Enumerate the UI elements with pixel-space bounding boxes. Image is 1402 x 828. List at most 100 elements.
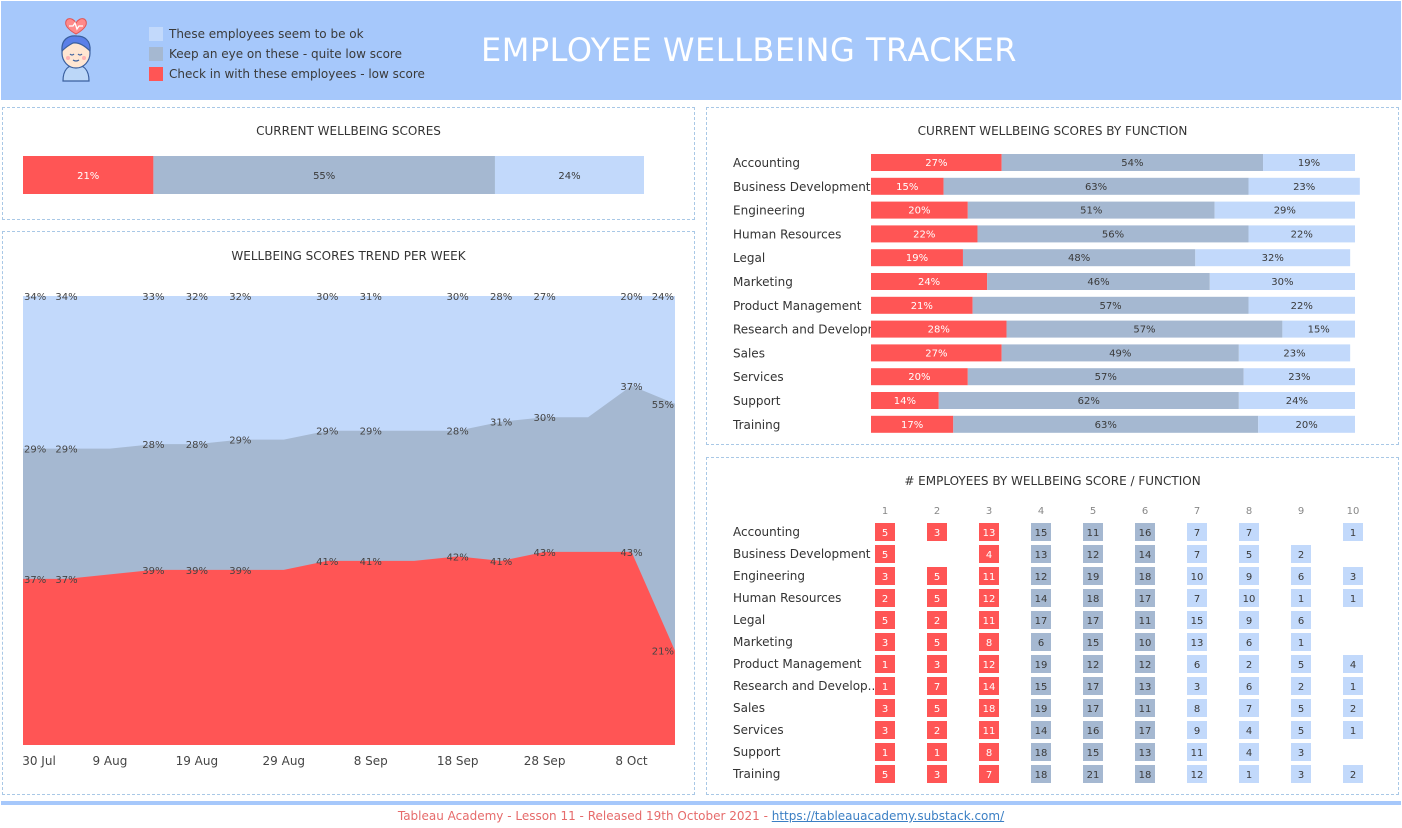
counts-cell-value: 17: [1087, 616, 1100, 627]
counts-cell-value: 14: [1035, 594, 1048, 605]
counts-cell: [1239, 721, 1259, 739]
counts-column-header: 3: [986, 506, 992, 517]
current-bar-ok: [494, 156, 644, 194]
counts-row-label-support: Support: [733, 745, 781, 759]
counts-cell-value: 6: [1194, 660, 1200, 671]
by-function-chart: Accounting 27% 54% 19% Business Development 1…: [732, 154, 1360, 433]
counts-cell-value: 3: [934, 770, 940, 781]
counts-cell-value: 15: [1035, 682, 1048, 693]
footer-text: Tableau Academy - Lesson 11 - Released 1…: [397, 809, 772, 823]
counts-cell: [1135, 655, 1155, 673]
counts-cell: [1291, 589, 1311, 607]
counts-cell: [1031, 677, 1051, 695]
function-bar-label-low: 27%: [925, 158, 947, 169]
counts-cell-value: 11: [983, 572, 996, 583]
function-bar-ok: [1209, 273, 1355, 290]
trend-label-watch: 31%: [490, 418, 512, 429]
counts-cell: [1135, 611, 1155, 629]
function-bar-label-low: 28%: [928, 325, 950, 336]
counts-cell: [1135, 765, 1155, 783]
function-bar-label-watch: 57%: [1133, 325, 1155, 336]
counts-cell: [875, 655, 895, 673]
counts-cell-value: 1: [1350, 726, 1356, 737]
function-bar-ok: [1248, 177, 1360, 195]
counts-cell-value: 5: [934, 704, 940, 715]
legend-swatch-low: [149, 67, 163, 81]
counts-cell: [1291, 699, 1311, 717]
function-bar-label-ok: 22%: [1291, 301, 1313, 312]
function-bar-label-watch: 46%: [1087, 277, 1109, 288]
counts-cell: [979, 699, 999, 717]
counts-cell-value: 15: [1087, 748, 1100, 759]
counts-cell: [927, 523, 947, 541]
trend-x-tick: 30 Jul: [22, 754, 56, 768]
counts-cell: [1187, 721, 1207, 739]
counts-cell-value: 1: [882, 682, 888, 693]
counts-cell: [1291, 721, 1311, 739]
counts-cell: [875, 743, 895, 761]
function-label-business-development: Business Development: [733, 180, 871, 194]
counts-cell-value: 18: [1139, 770, 1152, 781]
counts-column-header: 1: [882, 506, 888, 517]
trend-x-tick: 9 Aug: [92, 754, 127, 768]
counts-cell-value: 9: [1246, 616, 1252, 627]
counts-cell-value: 14: [983, 682, 996, 693]
counts-cell-value: 5: [1246, 550, 1252, 561]
counts-cell: [1187, 699, 1207, 717]
counts-cell: [927, 611, 947, 629]
counts-cell-value: 4: [1246, 748, 1252, 759]
current-bar-low: [23, 156, 154, 194]
function-bar-low: [871, 392, 939, 409]
function-bar-low: [871, 249, 963, 267]
counts-cell: [1083, 699, 1103, 717]
by-function-panel: CURRENT WELLBEING SCORES BY FUNCTION Acc…: [706, 107, 1399, 445]
counts-cell: [979, 633, 999, 651]
counts-cell-value: 13: [983, 528, 996, 539]
counts-cell-value: 8: [986, 638, 992, 649]
counts-cell: [1031, 633, 1051, 651]
counts-cell-value: 16: [1087, 726, 1100, 737]
counts-cell: [1031, 765, 1051, 783]
counts-row-label-accounting: Accounting: [733, 525, 800, 539]
counts-cell-value: 5: [1298, 704, 1304, 715]
counts-cell-value: 15: [1191, 616, 1204, 627]
counts-cell-value: 15: [1087, 638, 1100, 649]
footer-link[interactable]: https://tableauacademy.substack.com/: [771, 809, 1005, 823]
counts-cell: [979, 523, 999, 541]
counts-cell-value: 2: [1350, 704, 1356, 715]
header-banner: These employees seem to be ok Keep an ey…: [1, 1, 1401, 100]
counts-cell-value: 18: [1087, 594, 1100, 605]
function-bar-low: [871, 415, 954, 433]
function-bar-watch: [967, 368, 1244, 386]
counts-cell: [875, 699, 895, 717]
counts-cell-value: 3: [934, 528, 940, 539]
function-bar-watch: [938, 392, 1239, 409]
counts-cell: [979, 589, 999, 607]
function-bar-watch: [987, 273, 1210, 290]
counts-cell: [1291, 743, 1311, 761]
trend-label-ok: 24%: [652, 292, 674, 303]
counts-cell: [1187, 655, 1207, 673]
counts-cell: [875, 545, 895, 563]
counts-cell-value: 7: [1194, 528, 1200, 539]
counts-cell-value: 5: [882, 528, 888, 539]
counts-cell: [1239, 567, 1259, 585]
counts-cell: [927, 677, 947, 695]
function-bar-label-ok: 32%: [1262, 253, 1284, 264]
counts-cell: [1239, 611, 1259, 629]
counts-cell: [875, 589, 895, 607]
counts-cell: [1135, 589, 1155, 607]
counts-cell: [1083, 765, 1103, 783]
counts-cell: [1031, 545, 1051, 563]
counts-cell-value: 5: [934, 594, 940, 605]
function-bar-label-ok: 23%: [1288, 372, 1310, 383]
counts-cell: [979, 655, 999, 673]
counts-cell-value: 3: [1298, 770, 1304, 781]
counts-cell-value: 19: [1035, 704, 1048, 715]
trend-label-watch: 28%: [186, 440, 208, 451]
counts-cell-value: 1: [1350, 528, 1356, 539]
trend-label-low: 43%: [620, 548, 642, 559]
counts-cell-value: 11: [1191, 748, 1204, 759]
counts-cell: [875, 633, 895, 651]
counts-column-header: 7: [1194, 506, 1200, 517]
